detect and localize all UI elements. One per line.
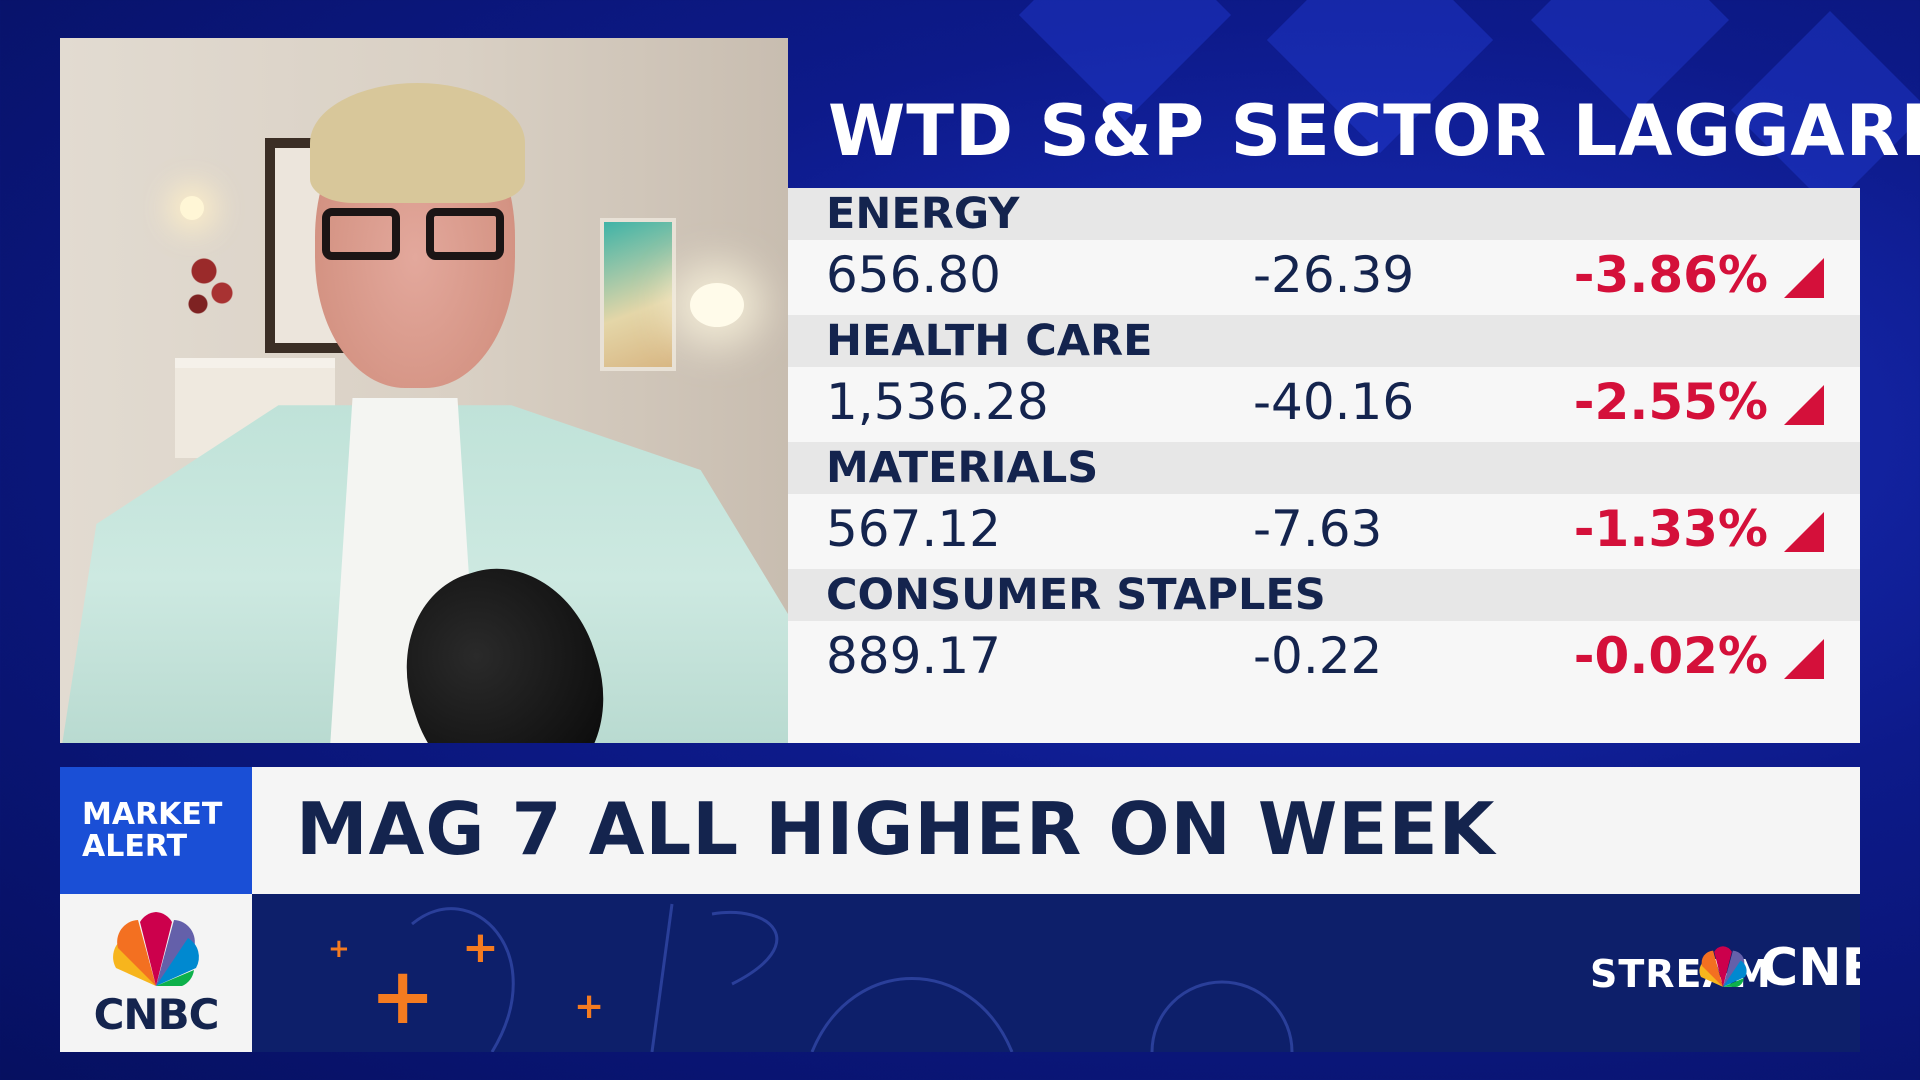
guest-video-feed: [60, 38, 788, 743]
red-triangle-icon: [1784, 512, 1824, 552]
peacock-icon: [113, 912, 199, 986]
flower-vase: [180, 238, 240, 348]
sector-row: ENERGY 656.80 -26.39 -3.86%: [788, 188, 1860, 315]
red-triangle-icon: [1784, 639, 1824, 679]
sector-name: HEALTH CARE: [788, 315, 1860, 367]
sector-price: 656.80: [826, 246, 1001, 304]
sector-change: -7.63: [1253, 500, 1383, 558]
stream-service-name: CNBC+: [1760, 938, 1860, 998]
sector-change: -26.39: [1253, 246, 1415, 304]
sector-percent: -3.86%: [1573, 246, 1768, 304]
alert-tag-line1: MARKET: [82, 796, 223, 832]
plus-icon: +: [370, 952, 436, 1042]
sector-price: 567.12: [826, 500, 1001, 558]
sector-row: CONSUMER STAPLES 889.17 -0.22 -0.02%: [788, 569, 1860, 696]
red-triangle-icon: [1784, 385, 1824, 425]
network-name: CNBC: [93, 990, 220, 1039]
sector-percent: -1.33%: [1573, 500, 1768, 558]
wall-painting: [600, 218, 676, 371]
guest-hair: [310, 83, 525, 203]
sector-row: HEALTH CARE 1,536.28 -40.16 -2.55%: [788, 315, 1860, 442]
floor-lamp: [690, 283, 744, 327]
sector-row: MATERIALS 567.12 -7.63 -1.33%: [788, 442, 1860, 569]
market-alert-tag: MARKET ALERT: [60, 767, 252, 894]
sector-change: -40.16: [1253, 373, 1415, 431]
peacock-icon: [1699, 946, 1747, 987]
network-logo-box: CNBC: [60, 894, 252, 1052]
sector-price: 1,536.28: [826, 373, 1049, 431]
sector-name: MATERIALS: [788, 442, 1860, 494]
panel-title: WTD S&P SECTOR LAGGARDS: [828, 90, 1920, 172]
alert-tag-line2: ALERT: [82, 828, 188, 864]
sector-percent: -0.02%: [1573, 627, 1768, 685]
headline-bar: MAG 7 ALL HIGHER ON WEEK: [252, 767, 1860, 894]
branding-strip: + + + + STREAM CNBC+: [252, 894, 1860, 1052]
sector-percent: -2.55%: [1573, 373, 1768, 431]
red-triangle-icon: [1784, 258, 1824, 298]
sector-table: ENERGY 656.80 -26.39 -3.86% HEALTH CARE …: [788, 188, 1860, 743]
plus-icon: +: [462, 922, 499, 973]
plus-icon: +: [328, 934, 350, 964]
guest-glasses: [322, 208, 508, 264]
decorative-lines: [411, 903, 1294, 1052]
sector-name: CONSUMER STAPLES: [788, 569, 1860, 621]
headline: MAG 7 ALL HIGHER ON WEEK: [296, 787, 1496, 871]
sector-price: 889.17: [826, 627, 1001, 685]
sector-name: ENERGY: [788, 188, 1860, 240]
sector-change: -0.22: [1253, 627, 1383, 685]
wall-light: [180, 196, 204, 220]
sector-laggards-panel: WTD S&P SECTOR LAGGARDS ENERGY 656.80 -2…: [788, 38, 1920, 743]
plus-icon: +: [574, 986, 605, 1027]
